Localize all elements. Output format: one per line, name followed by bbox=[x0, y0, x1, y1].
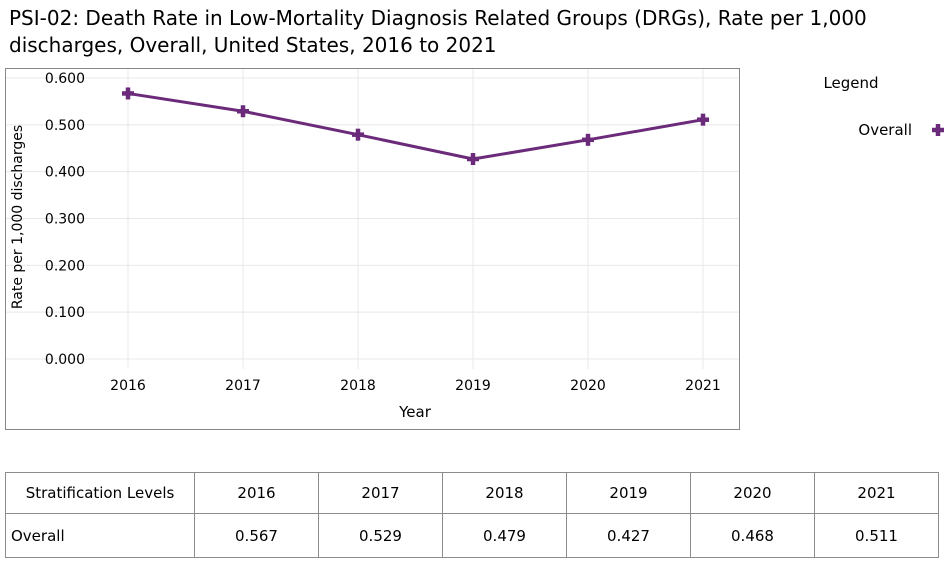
data-point[interactable] bbox=[122, 87, 134, 100]
table-header-row: Stratification Levels 2016 2017 2018 2019 20… bbox=[5, 472, 939, 514]
legend-marker[interactable] bbox=[932, 124, 944, 136]
table-cell: 0.511 bbox=[814, 513, 939, 558]
table-body: Overall 0.567 0.529 0.479 0.427 0.468 0.511 bbox=[5, 513, 939, 558]
data-point[interactable] bbox=[697, 113, 709, 126]
table-cell: 0.479 bbox=[442, 513, 567, 558]
table-header-year: 2020 bbox=[690, 472, 815, 514]
table-row: Overall 0.567 0.529 0.479 0.427 0.468 0.511 bbox=[5, 513, 939, 558]
table-header-year: 2019 bbox=[566, 472, 691, 514]
y-tick-label: 0.300 bbox=[45, 212, 85, 228]
chart-title: PSI-02: Death Rate in Low-Mortality Diag… bbox=[9, 6, 867, 57]
table-cell: 0.567 bbox=[194, 513, 319, 558]
legend[interactable]: Overall bbox=[858, 121, 944, 139]
table-row-label: Overall bbox=[5, 513, 195, 558]
x-tick-label: 2020 bbox=[570, 378, 606, 394]
table-header-year: 2016 bbox=[194, 472, 319, 514]
grid-lines bbox=[6, 69, 739, 369]
x-tick-labels: 2016 2017 2018 2019 2020 2021 bbox=[110, 378, 721, 394]
table-header-year: 2021 bbox=[814, 472, 939, 514]
y-tick-label: 0.100 bbox=[45, 305, 85, 321]
y-tick-labels: 0.000 0.100 0.200 0.300 0.400 0.500 0.600 bbox=[45, 71, 85, 368]
table-header-stratification: Stratification Levels bbox=[5, 472, 195, 514]
plot-frame bbox=[5, 68, 740, 430]
x-tick-label: 2018 bbox=[340, 378, 376, 394]
x-tick-label: 2021 bbox=[685, 378, 721, 394]
line-chart: 0.000 0.100 0.200 0.300 0.400 0.500 0.600 2016… bbox=[5, 68, 944, 430]
data-point[interactable] bbox=[352, 128, 364, 141]
x-axis-label: Year bbox=[398, 403, 432, 421]
legend-entry-label: Overall bbox=[858, 121, 912, 139]
x-tick-label: 2019 bbox=[455, 378, 491, 394]
y-tick-label: 0.400 bbox=[45, 165, 85, 181]
y-tick-label: 0.200 bbox=[45, 258, 85, 274]
table-cell: 0.529 bbox=[318, 513, 443, 558]
y-tick-label: 0.600 bbox=[45, 71, 85, 87]
data-point[interactable] bbox=[467, 153, 479, 166]
table-header-year: 2017 bbox=[318, 472, 443, 514]
y-axis-label: Rate per 1,000 discharges bbox=[10, 125, 26, 309]
y-tick-label: 0.500 bbox=[45, 118, 85, 134]
data-table: Stratification Levels 2016 2017 2018 2019 20… bbox=[5, 472, 939, 558]
y-tick-label: 0.000 bbox=[45, 352, 85, 368]
table-cell: 0.468 bbox=[690, 513, 815, 558]
data-point[interactable] bbox=[582, 133, 594, 146]
legend-title: Legend bbox=[823, 74, 878, 92]
table-header-year: 2018 bbox=[442, 472, 567, 514]
x-tick-label: 2017 bbox=[225, 378, 261, 394]
table-cell: 0.427 bbox=[566, 513, 691, 558]
x-tick-label: 2016 bbox=[110, 378, 146, 394]
series-line bbox=[127, 91, 704, 161]
series-layer bbox=[122, 87, 709, 166]
data-point[interactable] bbox=[237, 105, 249, 118]
